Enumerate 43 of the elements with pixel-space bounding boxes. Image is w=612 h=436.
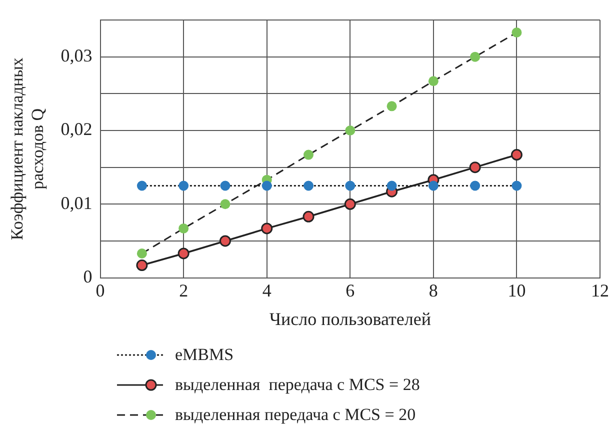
point — [510, 149, 522, 161]
point — [178, 223, 189, 234]
point — [302, 210, 314, 222]
point — [470, 180, 480, 191]
point — [386, 180, 397, 191]
point — [512, 180, 522, 191]
point — [345, 125, 356, 136]
y-axis-title: Коэффициент накладных расходов Q — [8, 57, 48, 240]
point — [470, 52, 480, 62]
legend-label: выделенная передача с MCS = 28 — [175, 375, 420, 395]
point — [220, 180, 230, 191]
x-tick-label: 10 — [508, 280, 526, 300]
point — [136, 260, 148, 272]
point — [386, 101, 397, 112]
point — [469, 162, 481, 174]
point — [344, 198, 356, 210]
y-tick-label: 0,02 — [60, 119, 92, 140]
y-tick-label: 0,01 — [60, 192, 92, 213]
point — [262, 180, 272, 191]
legend-label: eMBMS — [175, 345, 234, 365]
x-axis-title: Число пользователей — [269, 308, 432, 329]
point — [178, 248, 190, 260]
y-tick-label: 0,03 — [60, 46, 92, 66]
point — [304, 150, 314, 160]
point — [512, 28, 522, 38]
x-tick-label: 6 — [346, 280, 355, 300]
point — [428, 180, 438, 191]
x-tick-label: 2 — [179, 280, 188, 300]
point — [219, 235, 231, 247]
point — [136, 180, 147, 191]
y-tick-label: 0 — [83, 266, 92, 287]
point — [304, 180, 314, 191]
x-tick-label: 12 — [591, 280, 609, 300]
point — [136, 248, 147, 258]
legend-label: выделенная передача с MCS = 20 — [175, 405, 416, 425]
point — [428, 76, 438, 86]
point — [178, 180, 189, 191]
x-tick-label: 0 — [96, 280, 105, 300]
point — [345, 180, 356, 191]
x-tick-label: 4 — [262, 280, 272, 300]
point — [220, 199, 230, 210]
x-tick-label: 8 — [428, 280, 438, 300]
point — [261, 222, 273, 234]
